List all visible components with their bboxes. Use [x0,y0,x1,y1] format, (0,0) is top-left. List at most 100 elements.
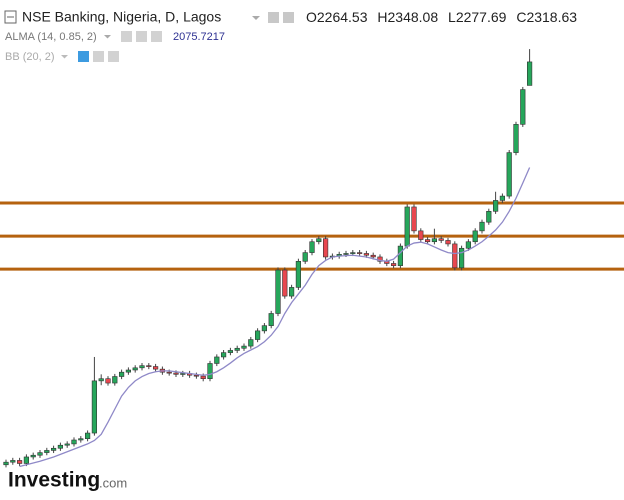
candle-body [513,124,519,153]
plot-area [0,49,624,468]
ohlc-label: O [306,9,317,25]
candle-body [119,371,125,377]
candle-body [64,443,70,446]
ohlc-label: H [377,9,387,25]
candle-body [78,438,84,441]
candle-body [125,369,131,373]
candle-body [234,347,240,351]
candle-body [479,221,485,232]
indicator-name: BB (20, 2) [5,51,55,63]
candle-body [465,241,472,249]
candle-body [214,356,220,364]
candle-body [71,439,77,445]
candle-body [241,345,247,349]
candle-body [193,374,200,377]
candle-body [486,211,492,223]
settings-icon[interactable] [283,12,294,23]
candle-body [506,152,512,197]
candle-body [261,325,268,332]
candle-body [98,378,104,382]
candle-body [309,241,315,253]
candle-body [492,200,499,212]
candle-body [363,253,370,256]
ohlc-value: 2277.69 [456,9,507,25]
candle-body [16,460,23,464]
settings-icon[interactable] [121,31,132,42]
candle-body [207,363,213,379]
visibility-icon[interactable] [78,51,89,62]
candle-body [146,365,152,367]
candle-body [200,375,206,379]
candle-body [227,350,234,353]
candle-body [411,206,417,232]
candle-body [105,378,111,384]
candle-body [23,456,30,464]
candle-body [3,461,9,466]
candle-body [452,243,458,269]
dropdown-arrow[interactable] [104,35,111,39]
candle-body [397,245,404,266]
candle-body [153,366,159,370]
collapse-icon[interactable] [4,10,17,24]
settings-icon[interactable] [93,51,104,62]
candle-body [322,238,329,258]
watermark-suffix: .com [99,475,127,490]
candle-body [302,252,308,262]
ohlc-value: 2264.53 [317,9,368,25]
candle-body [139,365,145,369]
candle-body [50,447,57,451]
indicator-name: ALMA (14, 0.85, 2) [5,31,97,43]
candle-body [112,376,118,384]
candle-body [370,254,376,258]
candle-body [445,240,451,245]
candle-body [180,373,186,375]
candle-body [458,247,465,269]
ohlc-value: 2348.08 [388,9,439,25]
candle-body [377,256,383,262]
indicator-value: 2075.7217 [173,31,225,43]
candle-body [520,89,526,125]
ohlc-value: 2318.63 [526,9,577,25]
candle-body [221,352,227,358]
candle-body [10,460,16,463]
candle-body [472,230,478,243]
candle-body [57,444,63,449]
ohlc-legend: O2264.53 H2348.08 L2277.69 C2318.63 [306,9,577,25]
candle-body [37,452,43,456]
candle-body [343,253,349,255]
candle-body [295,261,302,288]
settings-icon[interactable] [151,31,162,42]
settings-icon[interactable] [268,12,279,23]
settings-icon[interactable] [136,31,147,42]
dropdown-arrow[interactable] [61,55,68,59]
ohlc-label: L [448,9,456,25]
candle-body [350,252,356,254]
candle-body [282,269,288,297]
candle-body [404,206,410,247]
candle-body [275,269,281,314]
candle-body [248,339,254,347]
candle-body [526,61,533,86]
candle-body [418,230,424,240]
indicator-line [19,167,531,468]
candle-body [499,195,506,201]
candle-body [288,287,295,297]
watermark-brand: Investing [8,469,100,492]
candle-body [132,367,138,371]
dropdown-arrow[interactable] [252,16,260,20]
candle-body [85,432,91,439]
chart-title: NSE Banking, Nigeria, D, Lagos [22,9,221,25]
candle-body [424,239,431,243]
candle-body [431,238,438,243]
settings-icon[interactable] [108,51,119,62]
candle-body [316,238,322,243]
candle-body [173,372,179,375]
ohlc-label: C [516,9,526,25]
candle-body [30,454,36,458]
candle-body [91,380,97,434]
candle-body [268,313,274,326]
candle-body [166,371,172,374]
candle-body [438,238,444,241]
candle-body [390,263,397,266]
